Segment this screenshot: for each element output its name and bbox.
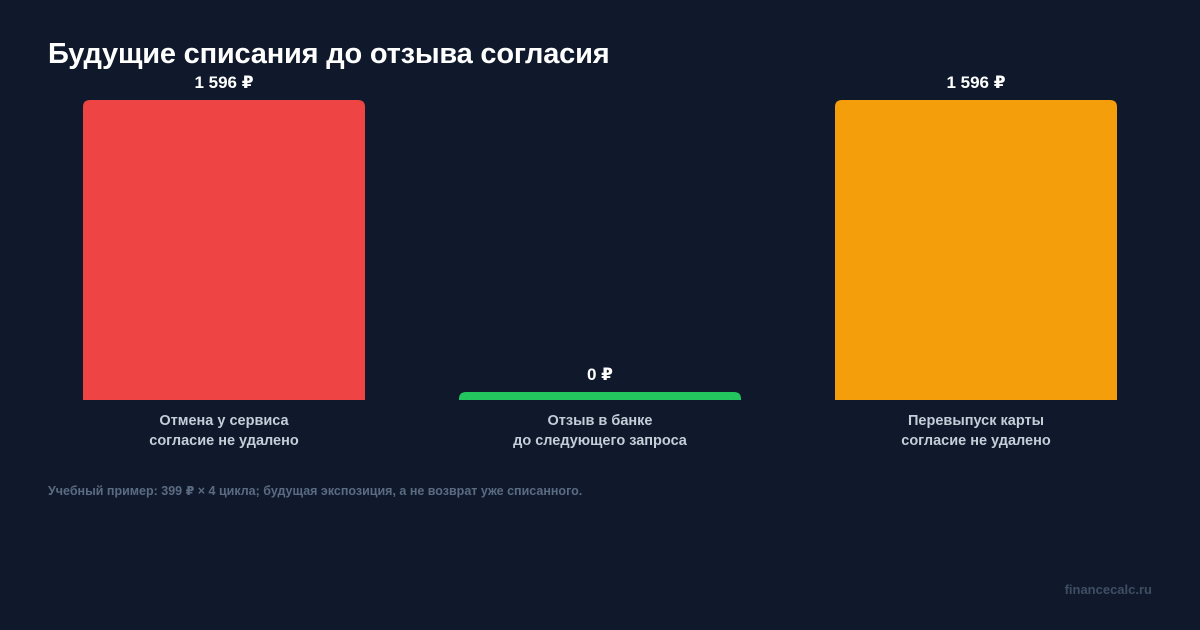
bar-value-label: 1 596 ₽ [194, 73, 253, 92]
category-label: Перевыпуск карты [908, 413, 1044, 429]
category-label: Отзыв в банке [548, 413, 653, 429]
category-label: до следующего запроса [513, 433, 688, 449]
brand-watermark: financecalc.ru [1064, 582, 1152, 597]
bar-group: 0 ₽ Отзыв в банке до следующего запроса [459, 365, 741, 449]
category-label: Отмена у сервиса [159, 413, 289, 429]
bar [459, 392, 741, 400]
category-label: согласие не удалено [149, 433, 299, 449]
category-label: согласие не удалено [901, 433, 1051, 449]
bar-group: 1 596 ₽ Перевыпуск карты согласие не удале… [835, 73, 1117, 449]
footnote: Учебный пример: 399 ₽ × 4 цикла; будущая… [48, 484, 583, 498]
bar-group: 1 596 ₽ Отмена у сервиса согласие не удале… [83, 73, 365, 449]
bar [835, 100, 1117, 400]
bar [83, 100, 365, 400]
bar-value-label: 0 ₽ [587, 365, 613, 384]
chart-title: Будущие списания до отзыва согласия [48, 38, 610, 70]
bar-value-label: 1 596 ₽ [946, 73, 1005, 92]
